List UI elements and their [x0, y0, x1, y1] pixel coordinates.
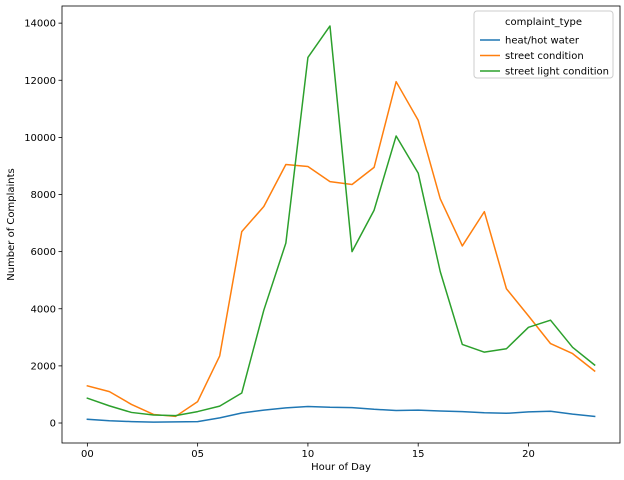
x-tick-label: 20	[522, 449, 535, 460]
y-tick-label: 10000	[24, 133, 56, 144]
y-tick-label: 12000	[24, 76, 56, 87]
series-line-heat-hot-water	[86, 405, 596, 423]
y-tick-label: 14000	[24, 19, 56, 30]
x-tick-label: 00	[81, 449, 94, 460]
y-tick-label: 2000	[31, 361, 56, 372]
x-axis-ticks: 00 05 10 15 20	[81, 443, 535, 460]
series-line-street-light-condition	[86, 25, 596, 417]
y-axis-label: Number of Complaints	[6, 168, 17, 281]
plot-area	[61, 5, 621, 444]
legend-label-street-light-condition: street light condition	[505, 67, 609, 78]
x-tick-label: 15	[412, 449, 425, 460]
x-axis-label: Hour of Day	[311, 462, 371, 473]
x-tick-label: 10	[302, 449, 315, 460]
y-tick-label: 6000	[31, 247, 56, 258]
legend: complaint_type heat/hot water street cond…	[473, 10, 614, 79]
series-lines	[86, 25, 596, 423]
y-tick-label: 4000	[31, 304, 56, 315]
legend-title: complaint_type	[505, 17, 582, 28]
legend-box	[473, 10, 614, 79]
legend-label-heat-hot-water: heat/hot water	[505, 36, 580, 47]
x-tick-label: 05	[191, 449, 204, 460]
y-tick-label: 0	[50, 419, 56, 430]
legend-items: heat/hot water street condition street lig…	[480, 36, 609, 78]
y-tick-label: 8000	[31, 190, 56, 201]
legend-label-street-condition: street condition	[505, 51, 584, 62]
y-axis-ticks: 0 2000 4000 6000 8000 10000 12000 14000	[24, 19, 62, 430]
plot-frame	[61, 5, 621, 444]
